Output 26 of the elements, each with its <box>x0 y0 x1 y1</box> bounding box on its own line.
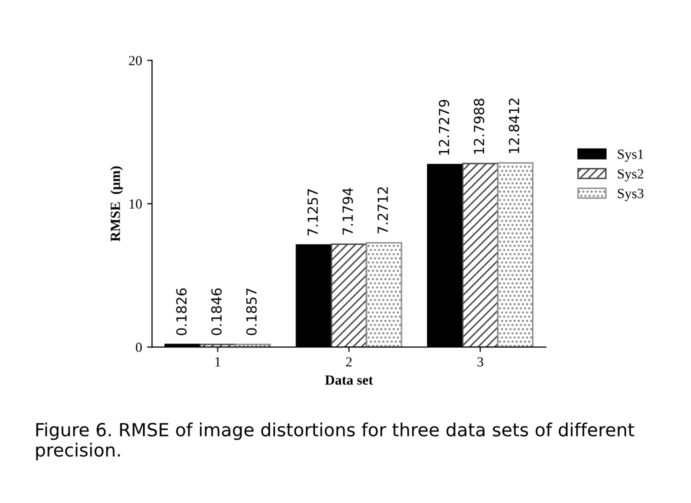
y-tick-label: 10 <box>130 199 142 209</box>
data-label: 0.1826 <box>176 288 187 336</box>
data-label: 7.1794 <box>342 188 353 235</box>
data-label: 0.1857 <box>246 288 257 336</box>
bar <box>330 243 368 348</box>
bar <box>366 242 402 348</box>
x-tick-label: 3 <box>477 357 484 367</box>
x-tick-label: 1 <box>215 357 220 366</box>
y-tick-label: 0 <box>136 342 142 352</box>
legend-label: Sys3 <box>618 188 644 202</box>
data-label: 7.1257 <box>307 189 318 236</box>
bar <box>462 162 498 348</box>
caption: Figure 6. RMSE of image distortions for three data sets of different precision. <box>36 422 634 460</box>
data-label: 12.7279 <box>438 100 450 155</box>
y-axis-title: RMSE (µm) <box>110 166 123 242</box>
legend-label: Sys2 <box>618 169 644 182</box>
data-label: 7.2712 <box>377 187 388 234</box>
x-axis-title: Data set <box>325 375 373 385</box>
bar <box>497 162 534 348</box>
bar <box>234 344 271 348</box>
data-label: 12.8412 <box>508 98 520 154</box>
data-label: 0.1846 <box>211 288 222 336</box>
data-label: 12.7988 <box>474 98 484 154</box>
y-tick-label: 20 <box>129 56 142 66</box>
x-tick-label: 2 <box>346 357 352 366</box>
legend-label: Sys1 <box>618 150 644 162</box>
